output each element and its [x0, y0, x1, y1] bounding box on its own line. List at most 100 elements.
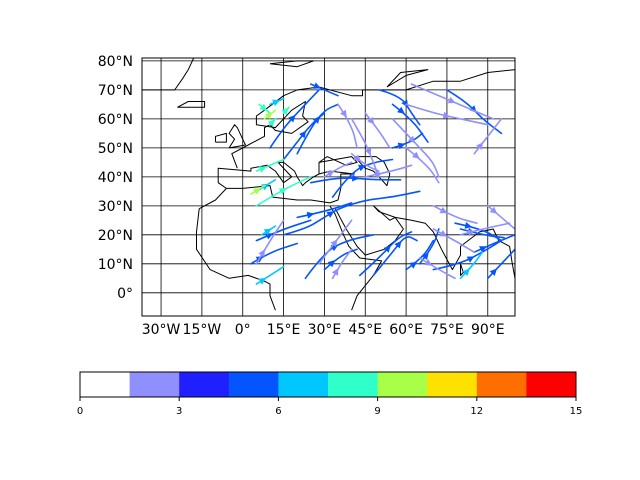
- streamline-arrowhead: [313, 82, 321, 89]
- streamline: [255, 219, 312, 242]
- streamline-arrowhead: [278, 188, 287, 195]
- longitude-tick-label: 30°E: [308, 322, 342, 338]
- streamline: [364, 164, 413, 178]
- streamline: [459, 228, 505, 239]
- streamline-arrowhead: [476, 142, 484, 150]
- colorbar-cell: [328, 372, 379, 397]
- colorbar-cell: [476, 372, 527, 397]
- streamline: [282, 190, 421, 236]
- colorbar-ticks: 0 3 6 9 12 15: [77, 397, 582, 417]
- streamline-arrowhead: [397, 106, 405, 114]
- map-panel: 30°W 15°W 0° 15°E 30°E 45°E 60°E 75°E 90°E 80°N 7…: [98, 54, 516, 338]
- longitude-labels: 30°W 15°W 0° 15°E 30°E 45°E 60°E 75°E 90°E: [142, 322, 505, 338]
- streamline: [323, 161, 353, 178]
- colorbar: 0 3 6 9 12 15: [77, 371, 582, 417]
- latitude-tick-label: 30°N: [98, 199, 133, 215]
- longitude-tick-label: 75°E: [430, 322, 464, 338]
- colorbar-tick-label: 0: [77, 406, 83, 417]
- streamline-arrowhead: [299, 130, 307, 139]
- streamline-arrowhead: [352, 174, 360, 182]
- latitude-tick-label: 60°N: [98, 112, 133, 128]
- streamline-arrowhead: [467, 229, 475, 237]
- colorbar-frame: [79, 371, 577, 398]
- coastline-segment: [215, 132, 227, 143]
- streamline-arrowhead: [252, 188, 261, 195]
- streamline-arrowhead: [439, 230, 448, 237]
- streamline-arrowhead: [489, 268, 497, 276]
- latitude-tick-label: 80°N: [98, 54, 133, 70]
- streamline: [364, 112, 391, 149]
- longitude-tick-label: 15°E: [267, 322, 301, 338]
- streamline: [405, 147, 440, 184]
- streamline: [331, 248, 353, 280]
- streamline: [391, 118, 440, 178]
- streamline-arrowhead: [353, 154, 362, 162]
- longitude-tick-label: 45°E: [348, 322, 382, 338]
- streamline: [310, 83, 339, 97]
- latitude-tick-label: 70°N: [98, 83, 133, 99]
- streamline-arrowhead: [421, 252, 429, 260]
- latitude-tick-label: 0°: [117, 286, 133, 302]
- streamline-arrowhead: [447, 96, 456, 104]
- streamline-arrowhead: [409, 261, 418, 269]
- streamline-arrowhead: [394, 240, 402, 249]
- colorbar-cell: [179, 372, 230, 397]
- colorbar-tick-label: 6: [275, 406, 281, 417]
- streamline: [432, 228, 475, 253]
- streamline: [473, 118, 503, 155]
- colorbar-cells: [80, 372, 577, 397]
- streamline: [459, 222, 511, 236]
- latitude-tick-label: 40°N: [98, 170, 133, 186]
- map-frame: [141, 57, 516, 317]
- longitude-tick-label: 0°: [235, 322, 251, 338]
- streamline: [418, 257, 456, 280]
- longitude-tick-label: 15°W: [183, 322, 222, 338]
- streamline-arrowhead: [258, 277, 267, 285]
- colorbar-tick-label: 12: [470, 406, 483, 417]
- colorbar-cell: [526, 372, 577, 397]
- streamline-arrowhead: [263, 228, 272, 236]
- streamline-arrowhead: [312, 116, 320, 124]
- streamline: [405, 239, 435, 271]
- coastline-segment: [354, 156, 391, 187]
- streamline: [487, 205, 515, 230]
- coastline-segment: [386, 69, 429, 88]
- streamline-arrowhead: [267, 119, 276, 127]
- streamline-arrowhead: [265, 112, 273, 120]
- coastline-segment: [196, 208, 276, 311]
- streamline-arrowhead: [383, 245, 391, 253]
- streamline-arrowhead: [331, 268, 339, 276]
- streamline-arrowhead: [424, 259, 433, 266]
- streamline: [473, 234, 515, 253]
- colorbar-tick-label: 9: [374, 406, 380, 417]
- streamline-arrowhead: [364, 147, 372, 156]
- streamline-arrowhead: [358, 164, 366, 172]
- longitude-tick-label: 60°E: [389, 322, 423, 338]
- streamline: [255, 219, 285, 265]
- colorbar-cell: [80, 372, 131, 397]
- coastline-segment: [198, 185, 342, 210]
- latitude-tick-label: 50°N: [98, 141, 133, 157]
- streamline-arrowhead: [288, 114, 296, 123]
- streamline-arrowhead: [489, 206, 498, 214]
- streamline-arrowhead: [439, 206, 448, 214]
- streamline: [250, 242, 298, 265]
- coastline-segment: [329, 205, 383, 311]
- colorbar-cell: [427, 372, 478, 397]
- streamline: [391, 103, 429, 143]
- latitude-labels: 80°N 70°N 60°N 50°N 40°N 30°N 20°N 10°N 0°: [98, 54, 133, 302]
- streamline: [337, 103, 358, 149]
- streamline: [255, 158, 285, 172]
- coastline-segment: [460, 263, 464, 276]
- longitude-tick-label: 30°W: [142, 322, 181, 338]
- streamline-arrowhead: [401, 99, 408, 108]
- streamline-arrowhead: [479, 246, 487, 253]
- longitude-tick-label: 90°E: [471, 322, 505, 338]
- streamline-arrowhead: [306, 211, 315, 219]
- coastline-segment: [395, 216, 515, 279]
- streamline-arrowhead: [397, 142, 406, 150]
- gridlines: [142, 58, 515, 316]
- streamline-arrowhead: [259, 103, 268, 111]
- streamline: [432, 205, 478, 224]
